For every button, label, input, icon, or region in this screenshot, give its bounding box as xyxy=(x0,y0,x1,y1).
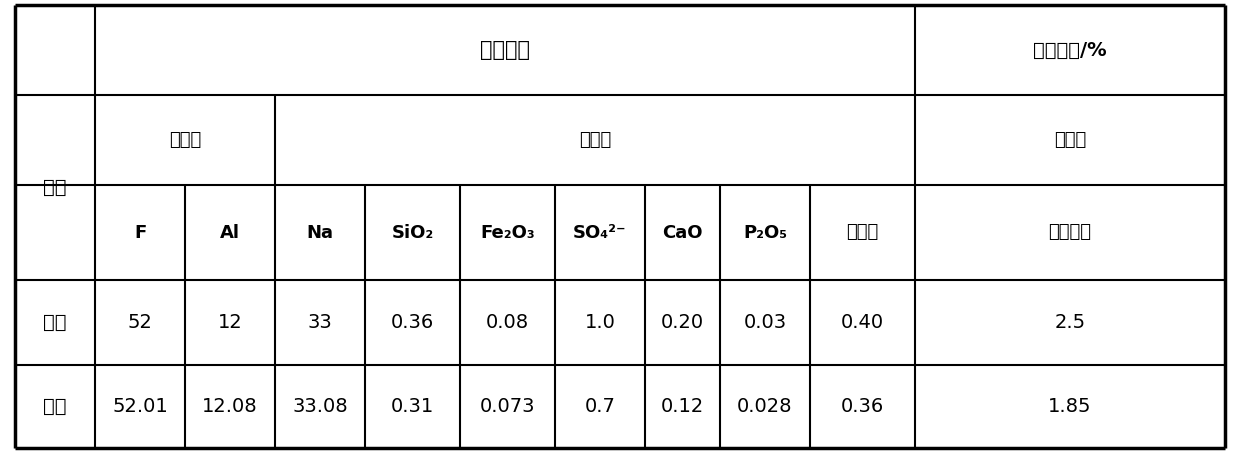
Text: 灼减量: 灼减量 xyxy=(1054,131,1086,149)
Text: 33: 33 xyxy=(308,313,332,332)
Text: 33.08: 33.08 xyxy=(293,397,347,416)
Text: CaO: CaO xyxy=(662,223,703,241)
Text: 不小于: 不小于 xyxy=(169,131,201,149)
Text: 国标: 国标 xyxy=(43,313,67,332)
Text: P₂O₅: P₂O₅ xyxy=(743,223,787,241)
Text: 0.7: 0.7 xyxy=(584,397,615,416)
Text: 样品: 样品 xyxy=(43,397,67,416)
Text: 12.08: 12.08 xyxy=(202,397,258,416)
Text: SiO₂: SiO₂ xyxy=(392,223,434,241)
Text: SO₄²⁻: SO₄²⁻ xyxy=(573,223,626,241)
Text: 不大于: 不大于 xyxy=(579,131,611,149)
Text: 0.12: 0.12 xyxy=(661,397,704,416)
Text: 0.08: 0.08 xyxy=(486,313,529,332)
Text: 物理性能/%: 物理性能/% xyxy=(1033,40,1107,59)
Text: 0.31: 0.31 xyxy=(391,397,434,416)
Text: F: F xyxy=(134,223,146,241)
Text: 0.073: 0.073 xyxy=(480,397,536,416)
Text: Na: Na xyxy=(306,223,334,241)
Text: 1.85: 1.85 xyxy=(1048,397,1091,416)
Text: 0.028: 0.028 xyxy=(738,397,792,416)
Text: 滞存水: 滞存水 xyxy=(847,223,879,241)
Text: 0.40: 0.40 xyxy=(841,313,884,332)
Text: 化学成分: 化学成分 xyxy=(480,40,529,60)
Text: 标号: 标号 xyxy=(43,178,67,197)
Text: Al: Al xyxy=(219,223,241,241)
Text: 2.5: 2.5 xyxy=(1054,313,1085,332)
Text: 0.36: 0.36 xyxy=(841,397,884,416)
Text: 0.03: 0.03 xyxy=(744,313,786,332)
Text: Fe₂O₃: Fe₂O₃ xyxy=(480,223,534,241)
Text: 质量分数: 质量分数 xyxy=(1049,223,1091,241)
Text: 12: 12 xyxy=(218,313,242,332)
Text: 0.20: 0.20 xyxy=(661,313,704,332)
Text: 0.36: 0.36 xyxy=(391,313,434,332)
Text: 52.01: 52.01 xyxy=(112,397,167,416)
Text: 1.0: 1.0 xyxy=(584,313,615,332)
Text: 52: 52 xyxy=(128,313,153,332)
